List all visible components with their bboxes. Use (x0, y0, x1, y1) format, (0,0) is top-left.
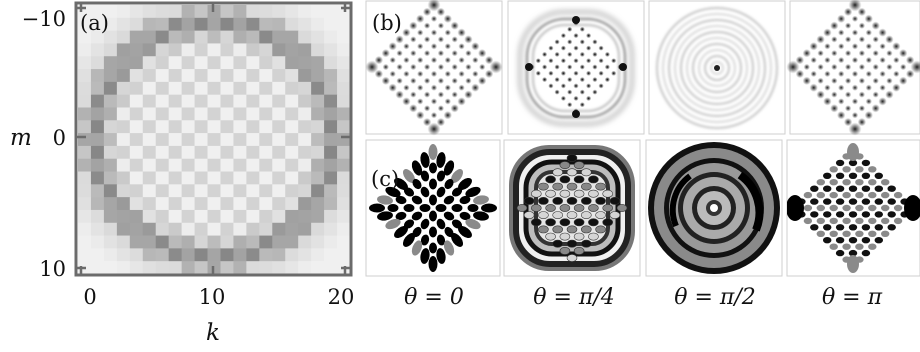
panel-a-frame (74, 1, 353, 277)
panel-c-label: (c) (371, 167, 399, 191)
diamond-dot-pattern-2 (786, 0, 920, 136)
y-tick-label: −10 (22, 7, 66, 31)
theta-label-pi-4: θ = π/4 (533, 285, 615, 310)
phase-ring-pattern (648, 142, 780, 274)
y-tick-label: 10 (39, 257, 66, 281)
panel-a: (a) −10 0 10 m 0 10 20 k (10, 1, 355, 346)
x-tick-label: 0 (83, 285, 96, 309)
theta-label-pi: θ = π (822, 285, 883, 310)
theta-label-0: θ = 0 (404, 285, 464, 310)
checkerboard-heatmap (78, 5, 351, 275)
y-tick-label: 0 (53, 126, 66, 150)
tile-b-theta-pi (789, 0, 920, 135)
phase-blob-pattern-2 (787, 143, 920, 273)
diamond-dot-pattern-1 (365, 0, 503, 136)
phase-blob-pattern-1 (369, 144, 497, 272)
concentric-ring-pattern (656, 7, 778, 129)
panel-b-label: (b) (372, 11, 402, 35)
theta-labels: θ = 0 θ = π/4 θ = π/2 θ = π (404, 285, 882, 310)
tile-c-theta-0 (365, 139, 501, 277)
panel-a-ticks (77, 4, 350, 274)
x-tick-label: 20 (328, 285, 355, 309)
phase-diamond-pattern (509, 145, 635, 271)
panel-c-row: (c) (365, 139, 920, 277)
ring-diamond-pattern (518, 10, 634, 126)
x-tick-label: 10 (199, 285, 226, 309)
panel-b-row: (b) (365, 0, 920, 136)
theta-label-pi-2: θ = π/2 (674, 285, 756, 310)
y-axis-title: m (10, 125, 32, 151)
x-axis-title: k (206, 320, 220, 346)
panel-a-label: (a) (80, 11, 109, 35)
